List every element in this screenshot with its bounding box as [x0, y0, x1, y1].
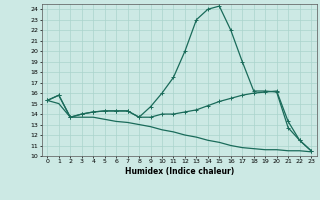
X-axis label: Humidex (Indice chaleur): Humidex (Indice chaleur): [124, 167, 234, 176]
